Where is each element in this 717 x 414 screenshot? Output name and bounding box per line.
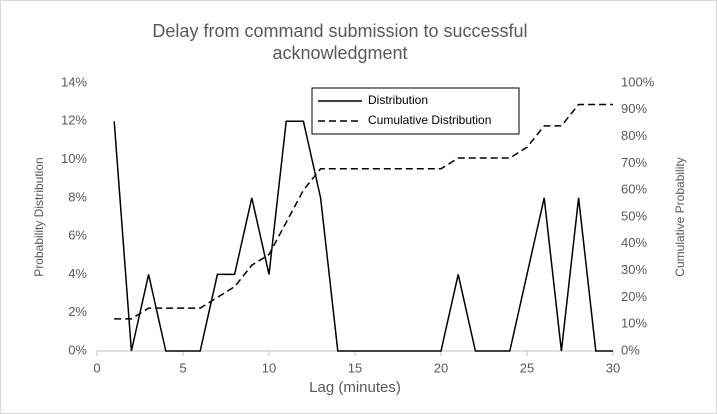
y-tick-label: 4%: [68, 266, 87, 281]
y-tick-label: 12%: [61, 113, 87, 128]
y2-tick-label: 80%: [621, 128, 647, 143]
y2-tick-label: 90%: [621, 101, 647, 116]
y2-tick-label: 100%: [621, 74, 655, 89]
legend-label: Cumulative Distribution: [368, 113, 491, 127]
x-tick-label: 10: [262, 360, 276, 375]
y2-axis-title: Cumulative Probability: [673, 157, 687, 276]
legend-box: [311, 87, 520, 135]
y-tick-label: 0%: [68, 342, 87, 357]
y2-tick-label: 0%: [621, 342, 640, 357]
y2-tick-label: 40%: [621, 235, 647, 250]
y2-tick-label: 20%: [621, 289, 647, 304]
y2-tick-label: 70%: [621, 155, 647, 170]
x-tick-label: 15: [348, 360, 362, 375]
y-tick-label: 14%: [61, 74, 87, 89]
chart-title: Delay from command submission to success…: [152, 21, 528, 63]
x-tick-label: 30: [606, 360, 620, 375]
series-line: [114, 103, 613, 320]
y2-tick-label: 60%: [621, 182, 647, 197]
x-axis-title: Lag (minutes): [309, 379, 401, 396]
x-tick-label: 5: [179, 360, 186, 375]
y-axis-title: Probability Distribution: [32, 157, 46, 276]
x-tick-label: 0: [93, 360, 100, 375]
legend-label: Distribution: [368, 93, 428, 107]
x-tick-label: 25: [520, 360, 534, 375]
y-tick-label: 2%: [68, 304, 87, 319]
series-line: [113, 120, 613, 352]
x-tick-label: 20: [434, 360, 448, 375]
y2-tick-label: 10%: [621, 316, 647, 331]
y-tick-label: 10%: [61, 151, 87, 166]
y2-tick-label: 50%: [621, 208, 647, 223]
y2-tick-label: 30%: [621, 262, 647, 277]
y-tick-label: 6%: [68, 228, 87, 243]
y-tick-label: 8%: [68, 189, 87, 204]
